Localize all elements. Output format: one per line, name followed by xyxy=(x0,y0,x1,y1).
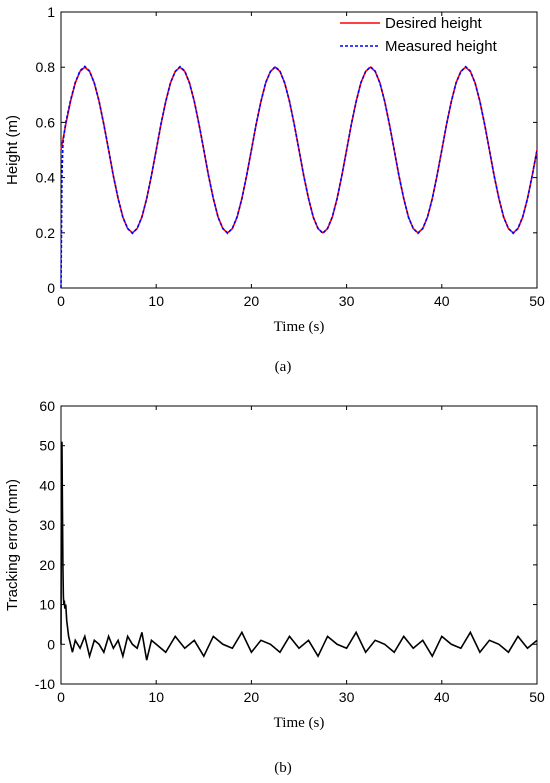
x-tick-label: 30 xyxy=(339,689,355,705)
y-tick-label: 60 xyxy=(39,398,55,414)
legend: Desired height Measured height xyxy=(340,15,498,55)
series-line-tracking-error xyxy=(60,441,538,661)
y-tick-label: 50 xyxy=(39,438,55,454)
x-tick-label: 20 xyxy=(244,293,260,309)
series-lines-b xyxy=(60,441,538,661)
x-tick-label: 0 xyxy=(57,689,65,705)
y-tick-label: 0 xyxy=(47,636,55,652)
legend-label-measured: Measured height xyxy=(385,38,498,55)
y-tick-label: 0.8 xyxy=(36,59,56,75)
x-tick-label: 40 xyxy=(434,293,450,309)
y-tick-label: -10 xyxy=(35,676,55,692)
chart-panel-a: 0 10 20 30 40 50 0 0.2 0.4 0.6 0.8 1 Time (s) Heigh… xyxy=(4,4,545,375)
y-tick-label: 0.2 xyxy=(36,225,56,241)
caption-b: (b) xyxy=(274,760,292,776)
series-line-measured-height xyxy=(60,65,538,289)
y-tick-label: 40 xyxy=(39,477,55,493)
y-tick-label: 0 xyxy=(47,280,55,296)
x-tick-label: 10 xyxy=(148,689,164,705)
x-tick-label: 40 xyxy=(434,689,450,705)
y-tick-label: 1 xyxy=(47,4,55,20)
x-tick-label: 0 xyxy=(57,293,65,309)
legend-label-desired: Desired height xyxy=(385,15,483,32)
x-tick-label: 20 xyxy=(244,689,260,705)
plot-frame-b xyxy=(60,405,538,685)
x-tick-label: 50 xyxy=(529,689,545,705)
y-axis-label-b: Tracking error (mm) xyxy=(4,479,21,611)
caption-a: (a) xyxy=(275,359,292,375)
x-tick-label: 30 xyxy=(339,293,355,309)
x-axis-label-b: Time (s) xyxy=(274,715,325,731)
x-tick-label: 10 xyxy=(148,293,164,309)
y-axis-label-a: Height (m) xyxy=(4,115,21,185)
series-lines-a xyxy=(60,65,538,289)
y-tick-label: 0.4 xyxy=(36,170,56,186)
x-tick-label: 50 xyxy=(529,293,545,309)
y-tick-label: 20 xyxy=(39,557,55,573)
x-axis-label-a: Time (s) xyxy=(274,319,325,335)
axis-ticks-a: 0 10 20 30 40 50 0 0.2 0.4 0.6 0.8 1 xyxy=(36,4,545,309)
y-tick-label: 10 xyxy=(39,597,55,613)
y-tick-label: 0.6 xyxy=(36,114,56,130)
y-tick-label: 30 xyxy=(39,517,55,533)
